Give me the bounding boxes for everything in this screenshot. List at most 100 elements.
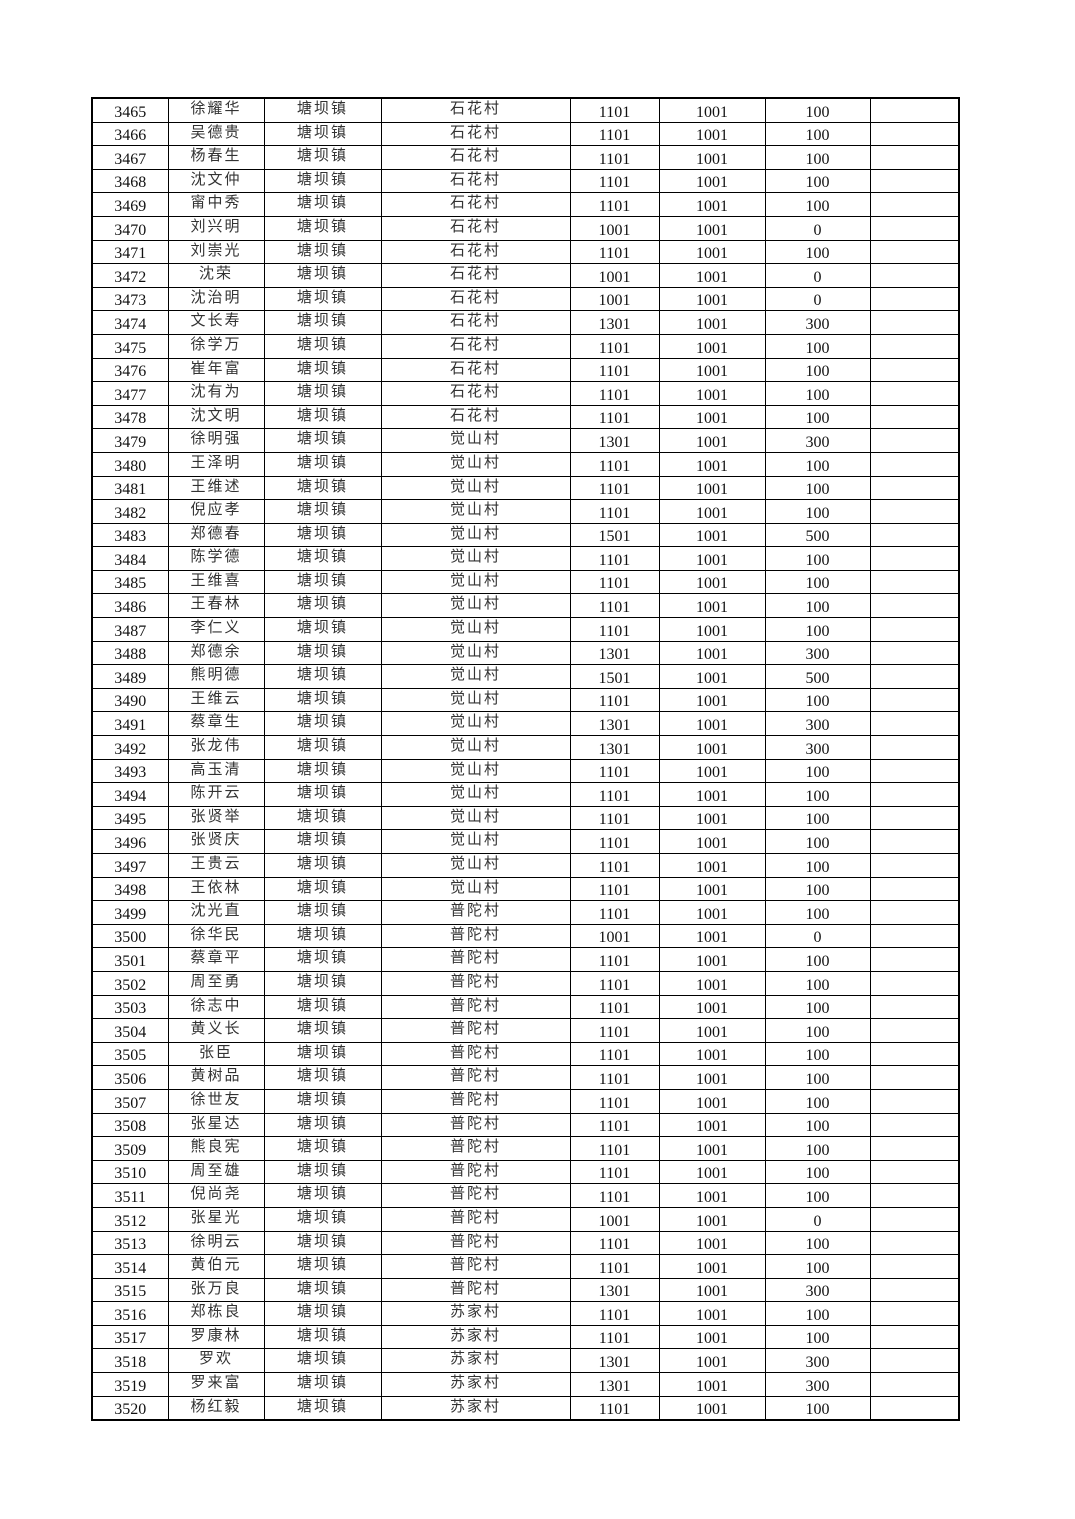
cell-name: 王维喜 [167, 569, 265, 595]
cell-amount: 100 [764, 1301, 871, 1326]
table-row: 3511 倪尚尧 塘坝镇 普陀村 1101 1001 100 [91, 1183, 960, 1208]
cell-id: 3472 [91, 263, 169, 288]
cell-name: 黄义长 [167, 1018, 265, 1043]
cell-code-b: 1001 [658, 1395, 766, 1421]
table-row: 3492 张龙伟 塘坝镇 觉山村 1301 1001 300 [91, 735, 960, 760]
cell-id: 3487 [91, 617, 169, 642]
cell-id: 3494 [91, 782, 169, 807]
cell-name: 文长寿 [167, 310, 265, 335]
cell-village: 觉山村 [380, 499, 571, 524]
cell-remark [869, 381, 960, 406]
cell-town: 塘坝镇 [263, 664, 382, 689]
cell-town: 塘坝镇 [263, 994, 382, 1020]
cell-name: 郑德余 [167, 640, 265, 666]
cell-town: 塘坝镇 [263, 1395, 382, 1421]
cell-remark [869, 121, 960, 147]
cell-amount: 100 [764, 687, 871, 713]
cell-name: 张贤庆 [167, 829, 265, 854]
cell-remark [869, 546, 960, 571]
cell-remark [869, 1230, 960, 1256]
cell-amount: 100 [764, 569, 871, 595]
cell-code-a: 1101 [569, 947, 660, 972]
cell-code-a: 1101 [569, 546, 660, 571]
cell-name: 李仁义 [167, 617, 265, 642]
table-row: 3493 高玉清 塘坝镇 觉山村 1101 1001 100 [91, 758, 960, 784]
cell-id: 3479 [91, 428, 169, 453]
table-row: 3470 刘兴明 塘坝镇 石花村 1001 1001 0 [91, 215, 960, 241]
cell-village: 石花村 [380, 404, 571, 430]
cell-code-b: 1001 [658, 1183, 766, 1208]
cell-amount: 100 [764, 782, 871, 807]
cell-id: 3507 [91, 1088, 169, 1114]
cell-id: 3503 [91, 994, 169, 1020]
cell-code-b: 1001 [658, 239, 766, 265]
cell-name: 蔡章生 [167, 711, 265, 737]
cell-name: 徐明云 [167, 1230, 265, 1256]
table-row: 3501 蔡章平 塘坝镇 普陀村 1101 1001 100 [91, 947, 960, 972]
cell-remark [869, 593, 960, 619]
cell-id: 3475 [91, 333, 169, 359]
cell-remark [869, 805, 960, 831]
cell-amount: 100 [764, 1112, 871, 1138]
table-row: 3503 徐志中 塘坝镇 普陀村 1101 1001 100 [91, 994, 960, 1020]
table-row: 3496 张贤庆 塘坝镇 觉山村 1101 1001 100 [91, 829, 960, 854]
cell-remark [869, 782, 960, 807]
cell-village: 普陀村 [380, 970, 571, 996]
cell-code-a: 1101 [569, 97, 660, 123]
cell-amount: 300 [764, 1348, 871, 1374]
cell-amount: 100 [764, 1088, 871, 1114]
cell-amount: 100 [764, 145, 871, 170]
cell-town: 塘坝镇 [263, 1206, 382, 1232]
cell-amount: 100 [764, 404, 871, 430]
cell-code-a: 1101 [569, 853, 660, 878]
cell-remark [869, 1136, 960, 1161]
cell-code-a: 1101 [569, 593, 660, 619]
cell-code-a: 1101 [569, 900, 660, 925]
table-row: 3485 王维喜 塘坝镇 觉山村 1101 1001 100 [91, 569, 960, 595]
cell-code-a: 1001 [569, 923, 660, 949]
cell-code-b: 1001 [658, 900, 766, 925]
cell-amount: 100 [764, 1324, 871, 1350]
cell-code-b: 1001 [658, 1065, 766, 1090]
cell-village: 普陀村 [380, 1230, 571, 1256]
cell-code-b: 1001 [658, 333, 766, 359]
cell-amount: 0 [764, 923, 871, 949]
cell-code-b: 1001 [658, 215, 766, 241]
cell-village: 石花村 [380, 97, 571, 123]
cell-code-b: 1001 [658, 381, 766, 406]
table-row: 3513 徐明云 塘坝镇 普陀村 1101 1001 100 [91, 1230, 960, 1256]
cell-remark [869, 1112, 960, 1138]
cell-remark [869, 900, 960, 925]
cell-id: 3471 [91, 239, 169, 265]
cell-village: 普陀村 [380, 923, 571, 949]
cell-name: 高玉清 [167, 758, 265, 784]
cell-town: 塘坝镇 [263, 1183, 382, 1208]
cell-town: 塘坝镇 [263, 1324, 382, 1350]
cell-amount: 0 [764, 1206, 871, 1232]
cell-code-b: 1001 [658, 357, 766, 383]
cell-amount: 100 [764, 994, 871, 1020]
cell-id: 3485 [91, 569, 169, 595]
cell-code-a: 1101 [569, 333, 660, 359]
cell-code-b: 1001 [658, 640, 766, 666]
cell-remark [869, 1324, 960, 1350]
cell-remark [869, 404, 960, 430]
cell-village: 石花村 [380, 192, 571, 217]
table-row: 3498 王依林 塘坝镇 觉山村 1101 1001 100 [91, 876, 960, 902]
cell-code-a: 1301 [569, 711, 660, 737]
cell-remark [869, 522, 960, 548]
cell-code-b: 1001 [658, 853, 766, 878]
cell-town: 塘坝镇 [263, 782, 382, 807]
cell-amount: 100 [764, 97, 871, 123]
cell-amount: 100 [764, 1018, 871, 1043]
cell-id: 3469 [91, 192, 169, 217]
cell-village: 觉山村 [380, 805, 571, 831]
cell-town: 塘坝镇 [263, 499, 382, 524]
cell-remark [869, 168, 960, 194]
table-row: 3512 张星光 塘坝镇 普陀村 1001 1001 0 [91, 1206, 960, 1232]
cell-amount: 100 [764, 1159, 871, 1185]
cell-id: 3481 [91, 475, 169, 501]
cell-code-b: 1001 [658, 310, 766, 335]
table-row: 3483 郑德春 塘坝镇 觉山村 1501 1001 500 [91, 522, 960, 548]
table-row: 3504 黄义长 塘坝镇 普陀村 1101 1001 100 [91, 1018, 960, 1043]
